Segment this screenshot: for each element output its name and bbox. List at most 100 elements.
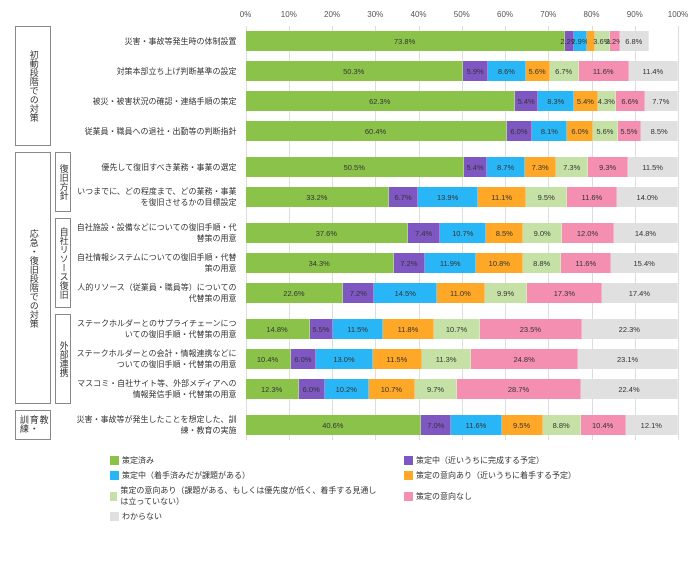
bar-segment: 8.5%: [641, 121, 678, 141]
legend-label: 策定の意向あり（課題がある、もしくは優先度が低く、着手する見通しは立っていない）: [120, 485, 384, 507]
category-box: 教育・訓練: [15, 410, 51, 440]
bar-segment: 8.6%: [488, 61, 525, 81]
stacked-bar: 37.6%7.4%10.7%8.5%9.0%12.0%14.8%: [246, 223, 678, 243]
legend-label: 策定の意向あり（近いうちに着手する予定）: [416, 470, 576, 481]
bar-segment: 24.8%: [471, 349, 578, 369]
bar-segment: 5.4%: [574, 91, 597, 111]
bar-segment: 50.3%: [246, 61, 463, 81]
bar-row: 50.5%5.4%8.7%7.3%7.3%9.3%11.5%: [246, 152, 678, 182]
bar-row: 22.6%7.2%14.5%11.0%9.9%17.3%17.4%: [246, 278, 678, 308]
plot-area: 0%10%20%30%40%50%60%70%80%90%100%73.8%2.…: [246, 10, 678, 440]
bar-segment: 11.3%: [422, 349, 471, 369]
bar-segment: 13.9%: [418, 187, 478, 207]
category-box: 応急・復旧段階での対策: [15, 152, 51, 404]
bar-segment: 6.0%: [507, 121, 533, 141]
bar-segment: 12.3%: [246, 379, 299, 399]
bar-segment: 34.3%: [246, 253, 394, 273]
bar-segment: 11.9%: [425, 253, 476, 273]
bar-segment: 6.0%: [291, 349, 317, 369]
bar-segment: 23.1%: [578, 349, 678, 369]
bar-row: 62.3%5.4%8.3%5.4%4.3%6.6%7.7%: [246, 86, 678, 116]
row-label: ステークホルダーとの会計・情報連携などについての復旧手順・代替策の用意: [71, 344, 241, 374]
bar-row: 33.2%6.7%13.9%11.1%9.5%11.6%14.0%: [246, 182, 678, 212]
bar-segment: 5.4%: [464, 157, 487, 177]
stacked-bar: 22.6%7.2%14.5%11.0%9.9%17.3%17.4%: [246, 283, 678, 303]
row-label: 自社施設・設備などについての復旧手順・代替策の用意: [71, 218, 241, 248]
bar-segment: 37.6%: [246, 223, 409, 243]
axis-tick: 10%: [281, 10, 297, 19]
bar-segment: 9.9%: [485, 283, 528, 303]
bar-segment: 11.8%: [383, 319, 434, 339]
bar-segment: 23.5%: [480, 319, 582, 339]
bar-segment: 6.6%: [616, 91, 645, 111]
bar-segment: 14.5%: [374, 283, 437, 303]
bar-segment: 11.5%: [373, 349, 423, 369]
bar-segment: 73.8%: [246, 31, 565, 51]
bar-segment: 10.8%: [476, 253, 523, 273]
row-label: いつまでに、どの程度まで、どの業務・事業を復旧させるかの目標設定: [71, 182, 241, 212]
legend-item: 策定の意向なし: [404, 485, 678, 507]
legend-item: 策定中（近いうちに完成する予定）: [404, 455, 678, 466]
bar-segment: 8.3%: [538, 91, 574, 111]
subcategory-box: 復旧方針: [55, 152, 71, 212]
bar-segment: 11.6%: [579, 61, 629, 81]
bar-segment: 7.7%: [645, 91, 678, 111]
bar-segment: 17.4%: [602, 283, 677, 303]
stacked-bar: 10.4%6.0%13.0%11.5%11.3%24.8%23.1%: [246, 349, 678, 369]
bar-segment: 6.8%: [620, 31, 649, 51]
bar-row: 50.3%5.9%8.6%5.6%6.7%11.6%11.4%: [246, 56, 678, 86]
legend-label: 策定中（近いうちに完成する予定）: [416, 455, 544, 466]
row-label: 対策本部立ち上げ判断基準の設定: [71, 56, 241, 86]
bar-segment: 17.3%: [527, 283, 602, 303]
bar-segment: 5.9%: [463, 61, 488, 81]
bar-segment: 7.3%: [525, 157, 557, 177]
bar-row: 40.6%7.0%11.6%9.5%8.8%10.4%12.1%: [246, 410, 678, 440]
bar-segment: 62.3%: [246, 91, 515, 111]
legend-label: 策定中（着手済みだが課題がある）: [122, 470, 250, 481]
bar-segment: 12.0%: [562, 223, 614, 243]
bar-segment: 8.8%: [543, 415, 581, 435]
bar-segment: 11.4%: [629, 61, 678, 81]
bar-segment: 9.7%: [415, 379, 457, 399]
row-label: 優先して復旧すべき業務・事業の選定: [71, 152, 241, 182]
bar-segment: 7.2%: [343, 283, 374, 303]
bar-segment: 2.9%: [574, 31, 587, 51]
row-label: 人的リソース（従業員・職員等）についての代替策の用意: [71, 278, 241, 308]
bar-segment: 33.2%: [246, 187, 390, 207]
row-label: 被災・被害状況の確認・連絡手順の策定: [71, 86, 241, 116]
bar-segment: 6.0%: [299, 379, 325, 399]
legend-item: 策定の意向あり（近いうちに着手する予定）: [404, 470, 678, 481]
row-label: 災害・事故等発生時の体制設置: [71, 26, 241, 56]
row-label: 従業員・職員への退社・出勤等の判断指針: [71, 116, 241, 146]
bar-segment: 2.2%: [610, 31, 620, 51]
stacked-bar: 50.5%5.4%8.7%7.3%7.3%9.3%11.5%: [246, 157, 678, 177]
axis-tick: 50%: [454, 10, 470, 19]
stacked-bar: 33.2%6.7%13.9%11.1%9.5%11.6%14.0%: [246, 187, 678, 207]
legend-item: 策定の意向あり（課題がある、もしくは優先度が低く、着手する見通しは立っていない）: [110, 485, 384, 507]
category-box: 初動段階での対策: [15, 26, 51, 146]
bar-segment: 9.3%: [588, 157, 628, 177]
axis-tick: 0%: [240, 10, 252, 19]
axis-tick: 20%: [324, 10, 340, 19]
bar-segment: 8.8%: [523, 253, 561, 273]
stacked-bar: 14.8%5.5%11.5%11.8%10.7%23.5%22.3%: [246, 319, 678, 339]
legend-label: 策定済み: [122, 455, 154, 466]
stacked-bar: 62.3%5.4%8.3%5.4%4.3%6.6%7.7%: [246, 91, 678, 111]
bar-segment: 10.4%: [581, 415, 626, 435]
bar-segment: 5.6%: [526, 61, 550, 81]
axis-tick: 80%: [583, 10, 599, 19]
legend-item: 策定中（着手済みだが課題がある）: [110, 470, 384, 481]
row-label: 自社情報システムについての復旧手順・代替策の用意: [71, 248, 241, 278]
bar-row: 12.3%6.0%10.2%10.7%9.7%28.7%22.4%: [246, 374, 678, 404]
stacked-bar: 34.3%7.2%11.9%10.8%8.8%11.6%15.4%: [246, 253, 678, 273]
bar-segment: 5.5%: [310, 319, 334, 339]
bar-segment: 14.8%: [614, 223, 678, 243]
bar-segment: 10.4%: [246, 349, 291, 369]
bar-segment: 14.8%: [246, 319, 310, 339]
bar-row: 37.6%7.4%10.7%8.5%9.0%12.0%14.8%: [246, 218, 678, 248]
bar-segment: 11.6%: [561, 253, 611, 273]
bar-segment: 22.4%: [581, 379, 678, 399]
bar-row: 34.3%7.2%11.9%10.8%8.8%11.6%15.4%: [246, 248, 678, 278]
bar-segment: 11.5%: [628, 157, 678, 177]
axis-tick: 60%: [497, 10, 513, 19]
